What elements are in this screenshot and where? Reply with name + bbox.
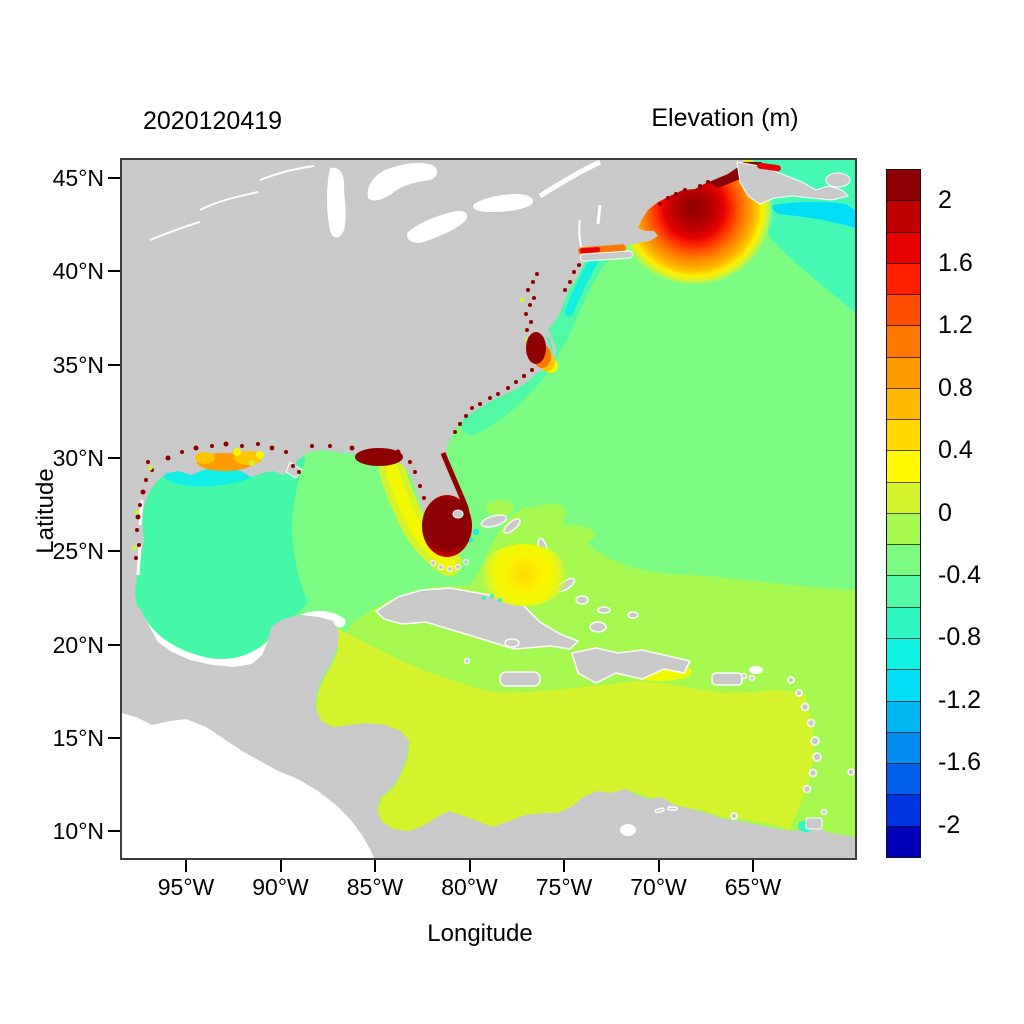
colorbar-segment <box>887 513 920 546</box>
map-canvas <box>122 160 855 858</box>
region-pocket <box>486 500 514 516</box>
colorbar-segment <box>887 795 920 827</box>
land-nova-scotia <box>736 161 849 205</box>
region-gulf-of-mexico <box>125 455 308 661</box>
colorbar-tick-label: 0.4 <box>938 436 973 465</box>
y-tick-label: 35°N <box>52 351 104 378</box>
colorbar-segment <box>887 326 920 358</box>
colorbar-tick-label: 1.2 <box>938 311 973 340</box>
colorbar-tick-label: 2 <box>938 186 952 215</box>
colorbar-segment <box>887 670 920 702</box>
colorbar-segment <box>887 638 920 671</box>
x-tick-label: 85°W <box>346 874 404 900</box>
x-tick-label: 70°W <box>630 874 687 900</box>
trinidad <box>805 817 823 830</box>
bahamas-yellow-high <box>479 544 569 606</box>
colorbar-segment <box>887 263 920 296</box>
colorbar-segment <box>887 295 920 327</box>
silver-bank-white <box>749 666 763 674</box>
colorbar-segment <box>887 201 920 233</box>
y-tick-label: 15°N <box>52 724 104 751</box>
y-tick-mark <box>108 550 120 553</box>
colorbar-segment <box>887 764 920 796</box>
region-pocket <box>513 503 567 537</box>
big-bend-max <box>355 448 403 466</box>
minas-basin-red <box>757 162 781 172</box>
pacific-no-data <box>122 713 374 858</box>
great-lakes <box>327 162 534 243</box>
colorbar-tick-label: 0.8 <box>938 373 973 402</box>
x-tick-mark <box>279 860 282 872</box>
y-axis-label: Latitude <box>32 468 59 554</box>
y-tick-mark <box>108 830 120 833</box>
colorbar-segment <box>887 357 920 389</box>
small-teal-specks <box>469 529 502 602</box>
y-tick-mark <box>108 643 120 646</box>
x-tick-label: 65°W <box>724 874 782 900</box>
plot-frame <box>120 158 857 860</box>
colorbar-segment <box>887 607 920 639</box>
x-tick-label: 80°W <box>441 874 498 900</box>
colorbar-tick-label: -1.2 <box>938 685 982 714</box>
colorbar-segment <box>887 482 920 514</box>
rivers <box>149 160 602 257</box>
y-tick-label: 10°N <box>52 818 104 845</box>
y-tick-label: 45°N <box>52 165 104 191</box>
colorbar-segment <box>887 826 920 857</box>
colorbar-segment <box>887 732 920 765</box>
louisiana-patches <box>195 448 303 479</box>
colorbar-tick-label: -2 <box>938 810 961 839</box>
colorbar-segment <box>887 420 920 452</box>
run-date-title: 2020120419 <box>143 107 283 135</box>
colorbar-segment <box>887 451 920 483</box>
colorbar-segment <box>887 388 920 421</box>
y-tick-mark <box>108 177 120 179</box>
colorbar-tick-label: 0 <box>938 498 952 527</box>
y-tick-label: 30°N <box>52 444 104 471</box>
colorbar-tick-label: -0.8 <box>938 623 982 652</box>
chesapeake-high <box>526 332 558 373</box>
y-tick-mark <box>108 736 120 739</box>
colorbar <box>886 169 921 858</box>
colorbar-segment <box>887 170 920 202</box>
colorbar-segment <box>887 232 920 264</box>
colorbar-segment <box>887 545 920 577</box>
colorbar-segment <box>887 701 920 733</box>
x-tick-mark <box>374 860 376 872</box>
colorbar-tick-label: -0.4 <box>938 560 982 589</box>
y-tick-label: 40°N <box>52 258 104 285</box>
y-tick-mark <box>108 456 120 459</box>
colorbar-title: Elevation (m) <box>651 104 799 132</box>
region-pocket <box>555 525 595 545</box>
y-tick-mark <box>108 363 120 366</box>
x-tick-label: 95°W <box>157 874 215 900</box>
florida-east-coast-strip <box>440 452 471 537</box>
region-caribbean <box>316 628 814 832</box>
y-tick-label: 20°N <box>52 631 104 658</box>
colorbar-tick-label: -1.6 <box>938 748 982 777</box>
land-north-america <box>122 160 745 613</box>
x-tick-mark <box>185 860 187 872</box>
x-tick-label: 90°W <box>252 874 309 900</box>
florida-keys <box>430 559 469 572</box>
coastal-speckles <box>134 180 710 560</box>
cape-breton <box>825 172 851 188</box>
colorbar-tick-label: 1.6 <box>938 248 973 277</box>
x-tick-mark <box>468 860 471 872</box>
scotian-cyan-strip <box>768 201 855 228</box>
x-tick-mark <box>563 860 565 872</box>
x-tick-mark <box>752 860 754 872</box>
x-tick-mark <box>657 860 660 872</box>
x-tick-label: 75°W <box>535 874 593 900</box>
lake-okeechobee <box>452 509 464 519</box>
colorbar-segment <box>887 576 920 608</box>
y-tick-label: 25°N <box>52 538 104 565</box>
long-island-sound <box>577 244 633 262</box>
y-tick-mark <box>108 270 120 273</box>
x-axis-label: Longitude <box>427 920 533 947</box>
lake-maracaibo <box>620 824 636 836</box>
